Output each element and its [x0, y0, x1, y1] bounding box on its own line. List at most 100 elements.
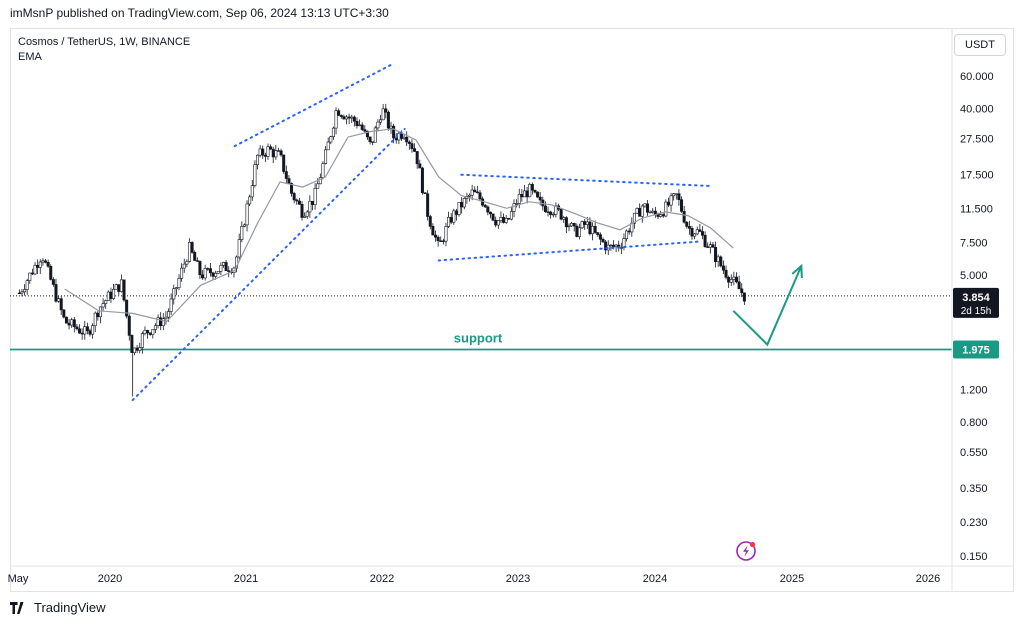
currency-button[interactable]: USDT	[954, 34, 1006, 56]
candle-body	[248, 196, 252, 205]
candle-body	[339, 115, 343, 117]
y-tick-label: 60.000	[960, 71, 994, 83]
projection-arrow-head	[791, 263, 803, 279]
candle-body	[695, 229, 699, 235]
candle-body	[413, 148, 417, 152]
candle-body	[593, 225, 597, 233]
candle-body	[72, 319, 76, 328]
candle-body	[64, 316, 68, 324]
candle-body	[164, 316, 168, 319]
candle-body	[36, 264, 40, 268]
y-tick-label: 0.800	[960, 417, 988, 429]
candle-body	[347, 116, 351, 119]
candle-body	[151, 329, 155, 335]
candle-body	[706, 246, 710, 248]
candle-body	[588, 221, 592, 235]
y-tick-label: 7.500	[960, 238, 988, 250]
candle-body	[240, 226, 244, 240]
candle-body	[360, 124, 364, 130]
candle-body	[266, 146, 270, 157]
candle-body	[585, 221, 589, 225]
candle-body	[729, 279, 733, 283]
candle-body	[112, 289, 116, 299]
candle-body	[146, 330, 150, 334]
support-price-badge	[953, 340, 999, 359]
candle-body	[727, 276, 731, 283]
candle-body	[698, 229, 702, 232]
candle-body	[342, 116, 346, 120]
candle-body	[198, 261, 202, 276]
candle-body	[483, 204, 487, 208]
candle-body	[263, 154, 267, 157]
candle-body	[543, 205, 547, 213]
candle-body	[643, 203, 647, 207]
candle-body	[135, 347, 139, 351]
candle-body	[130, 335, 134, 353]
candle-body	[735, 276, 739, 283]
candle-body	[282, 154, 286, 172]
candle-body	[703, 234, 707, 248]
candle-body	[538, 196, 542, 201]
candle-body	[693, 233, 697, 237]
candle-body	[732, 276, 736, 280]
y-tick-label: 0.230	[960, 517, 988, 529]
candle-body	[80, 332, 84, 335]
support-price-value: 1.975	[962, 344, 990, 356]
candle-body	[271, 148, 275, 158]
candle-body	[44, 260, 48, 263]
candle-body	[444, 226, 448, 242]
bar-countdown: 2d 15h	[961, 306, 992, 317]
x-tick-label: 2026	[916, 573, 940, 585]
candle-body	[219, 264, 223, 272]
candle-body	[187, 242, 191, 262]
candle-body	[384, 108, 388, 113]
price-labels: 3.854 2d 15h 1.975	[953, 287, 999, 359]
candle-body	[392, 125, 396, 139]
x-tick-label: May	[8, 573, 29, 585]
candle-body	[250, 185, 254, 198]
support-layer: support	[10, 295, 952, 351]
chart-frame	[10, 28, 1014, 592]
trendline-dotted	[460, 173, 712, 188]
candle-body	[261, 148, 265, 156]
candle-body	[528, 184, 532, 198]
candle-body	[190, 242, 194, 253]
candle-body	[680, 199, 684, 212]
candle-body	[305, 211, 309, 217]
candle-body	[562, 217, 566, 220]
candle-body	[457, 202, 461, 215]
candle-body	[371, 141, 375, 143]
candle-body	[402, 136, 406, 139]
candle-body	[716, 256, 720, 263]
candle-body	[580, 221, 584, 229]
y-axis: 60.000 40.000 27.500 17.500 11.500 7.500 5.000…	[951, 28, 994, 592]
candle-body	[740, 288, 744, 294]
candle-body	[577, 227, 581, 237]
last-price-badge	[953, 287, 999, 318]
candle-body	[148, 332, 152, 335]
candle-body	[326, 141, 330, 151]
candle-body	[303, 215, 307, 218]
candle-body	[23, 289, 27, 293]
candle-body	[358, 124, 362, 127]
y-tick-label: 0.350	[960, 483, 988, 495]
candle-body	[25, 280, 29, 290]
y-tick-label: 11.500	[960, 203, 993, 215]
candle-body	[41, 260, 45, 263]
candle-body	[313, 188, 317, 206]
candle-body	[533, 189, 537, 193]
last-price-value: 3.854	[962, 292, 990, 304]
candle-body	[161, 318, 165, 327]
candle-body	[324, 149, 328, 164]
candle-body	[418, 163, 422, 169]
candle-body	[517, 194, 521, 204]
candle-body	[355, 120, 359, 126]
candle-body	[659, 214, 663, 217]
candle-body	[711, 244, 715, 248]
y-tick-label: 1.200	[960, 384, 988, 396]
lightning-icon[interactable]	[736, 541, 756, 561]
candle-body	[499, 217, 503, 221]
candle-body	[564, 217, 568, 228]
candle-body	[310, 200, 314, 206]
